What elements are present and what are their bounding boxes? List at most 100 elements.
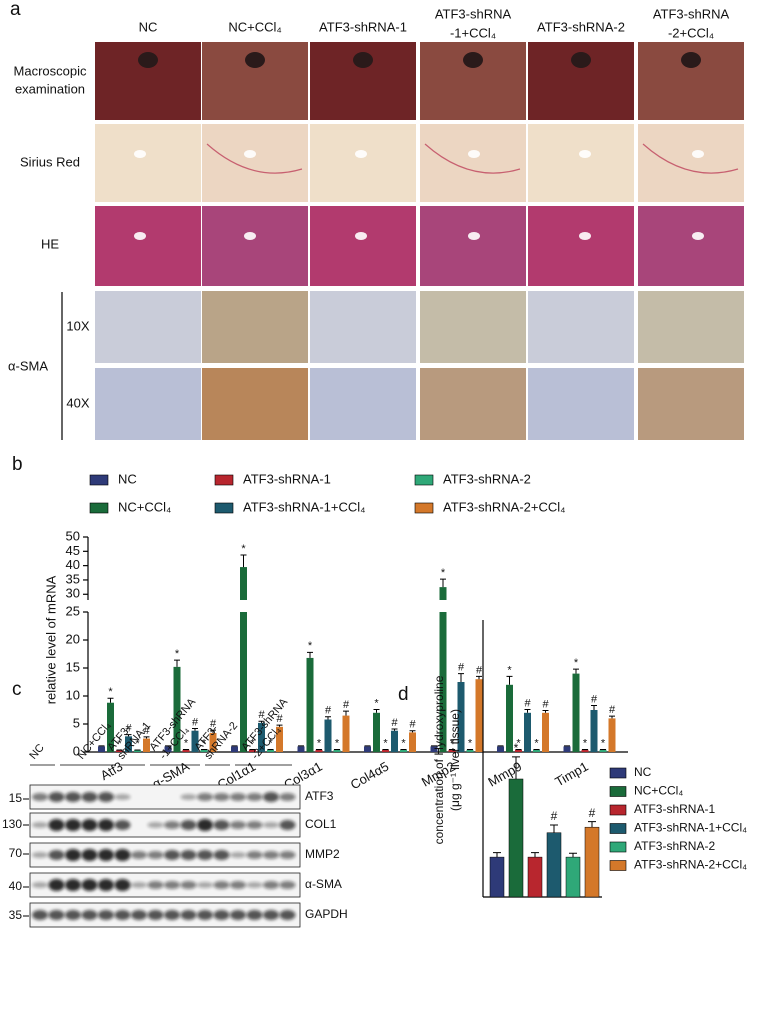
band	[65, 849, 81, 861]
band	[230, 910, 246, 920]
bar	[533, 749, 540, 752]
error-bar	[298, 745, 304, 747]
liver-highlight	[138, 52, 158, 68]
band	[164, 881, 180, 889]
band	[98, 792, 114, 802]
micrograph	[528, 206, 634, 286]
y-tick-label: 35	[66, 571, 80, 586]
bar	[572, 673, 580, 752]
vessel	[692, 232, 704, 240]
bar	[306, 657, 314, 752]
mw-marker: 130	[2, 817, 22, 831]
band	[81, 879, 98, 891]
band	[32, 882, 48, 888]
legend-swatch	[609, 860, 627, 871]
mw-marker: 35	[9, 908, 23, 922]
bar	[400, 749, 407, 752]
band	[131, 882, 147, 888]
error-bar	[210, 729, 216, 733]
error-bar	[307, 651, 313, 658]
micrograph	[638, 368, 744, 440]
legend-swatch	[609, 841, 627, 853]
band	[147, 881, 164, 889]
bar	[508, 778, 524, 898]
significance-marker: #	[409, 719, 416, 731]
legend-label: ATF3-shRNA-1+CCl₄	[634, 821, 747, 835]
significance-marker: *	[135, 738, 140, 750]
bar	[590, 710, 598, 752]
row-label: Sirius Red	[20, 154, 80, 169]
bar	[173, 666, 181, 752]
error-bar	[512, 756, 520, 779]
vessel	[579, 232, 591, 240]
vessel	[244, 232, 256, 240]
y-axis-label: concentration of Hydroxyproline	[432, 675, 446, 844]
fibrosis	[206, 143, 303, 174]
legend-label: ATF3-shRNA-1	[243, 471, 331, 486]
error-bar	[588, 821, 596, 828]
vessel	[355, 150, 367, 158]
band	[65, 792, 81, 802]
error-bar	[276, 724, 283, 727]
legend-swatch	[214, 502, 234, 514]
vessel	[468, 232, 480, 240]
micrograph	[95, 124, 201, 202]
bar	[475, 679, 483, 752]
significance-marker: *	[317, 737, 322, 749]
column-header: -2+CCl₄	[668, 25, 714, 40]
error-bar	[409, 730, 416, 733]
error-bar	[497, 745, 504, 747]
band	[213, 850, 230, 860]
band	[213, 820, 230, 830]
column-header: ATF3-shRNA	[653, 6, 730, 21]
y-axis-label: relative level of mRNA	[43, 575, 58, 704]
bar	[409, 732, 416, 752]
error-bar	[591, 705, 597, 710]
column-header: ATF3-shRNA-1	[319, 19, 407, 34]
bar	[315, 749, 323, 752]
error-bar	[531, 852, 539, 858]
band	[48, 819, 65, 831]
band	[279, 851, 296, 859]
fibrosis	[642, 143, 739, 174]
vessel	[468, 150, 480, 158]
band	[48, 792, 65, 802]
legend-swatch	[89, 502, 109, 514]
mw-marker: 40	[9, 879, 23, 893]
micrograph	[310, 291, 416, 363]
error-bar	[564, 745, 570, 747]
y-tick-label: 5	[73, 715, 80, 730]
bar	[231, 746, 238, 752]
significance-marker: #	[276, 713, 283, 725]
bar	[107, 702, 114, 752]
micrograph	[528, 368, 634, 440]
band	[81, 849, 98, 861]
band	[81, 910, 98, 920]
band	[98, 819, 114, 831]
panel-label: a	[10, 0, 21, 20]
column-header: NC	[139, 19, 158, 34]
band	[98, 879, 114, 891]
error-bar	[165, 745, 171, 747]
bar	[125, 736, 132, 752]
band	[131, 910, 147, 920]
band	[230, 881, 246, 889]
protein-label: COL1	[305, 817, 337, 831]
legend-swatch	[214, 474, 234, 486]
vessel	[355, 232, 367, 240]
error-bar	[192, 727, 198, 731]
band	[114, 849, 131, 861]
bar	[200, 749, 208, 752]
y-tick-label: 30	[66, 586, 80, 601]
bar	[430, 746, 438, 752]
band	[114, 910, 131, 920]
bar	[373, 712, 380, 752]
band	[32, 822, 48, 828]
band	[65, 879, 81, 891]
bar	[581, 749, 589, 752]
bar	[333, 749, 341, 752]
x-tick-label: Timp1	[552, 759, 590, 790]
legend-swatch	[414, 502, 434, 514]
band	[48, 879, 65, 891]
